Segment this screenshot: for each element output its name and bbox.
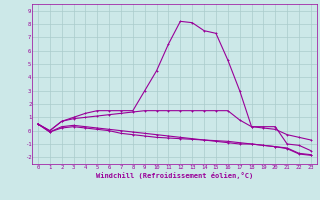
X-axis label: Windchill (Refroidissement éolien,°C): Windchill (Refroidissement éolien,°C) xyxy=(96,172,253,179)
